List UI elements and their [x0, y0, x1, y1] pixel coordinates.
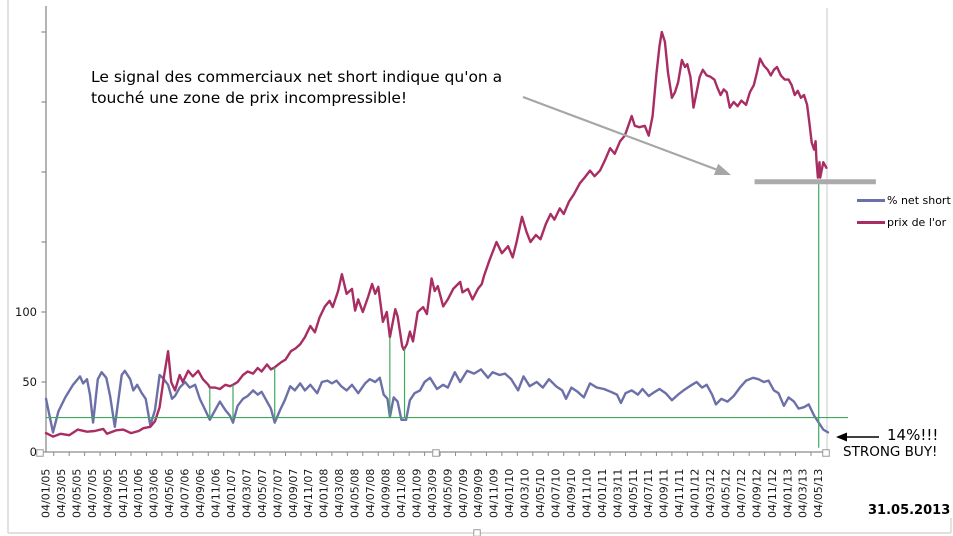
- x-tick-label: 04/05/08: [349, 469, 362, 518]
- x-tick-label: 04/11/06: [209, 469, 222, 518]
- y-tick-label: 0: [30, 445, 37, 459]
- x-tick-label: 04/11/05: [117, 469, 130, 518]
- x-tick-label: 04/03/12: [704, 469, 717, 518]
- x-tick-label: 04/11/09: [488, 469, 501, 518]
- x-tick-label: 04/11/12: [766, 469, 779, 518]
- x-tick-label: 04/03/09: [426, 469, 439, 518]
- x-tick-label: 04/01/13: [781, 469, 794, 518]
- x-tick-label: 04/01/05: [40, 469, 53, 518]
- y-tick-label: 100: [15, 305, 37, 319]
- legend-label-gold: prix de l'or: [887, 215, 947, 229]
- x-tick-label: 04/11/07: [302, 469, 315, 518]
- callout-14pct[interactable]: 14%!!!: [887, 426, 939, 444]
- callout-strong-buy[interactable]: STRONG BUY!: [843, 444, 938, 460]
- x-tick-label: 04/03/10: [519, 469, 532, 518]
- x-tick-label: 04/09/11: [658, 469, 671, 518]
- x-tick-label: 04/07/12: [735, 469, 748, 518]
- x-tick-label: 04/01/12: [689, 469, 702, 518]
- x-tick-label: 04/03/11: [611, 469, 624, 518]
- x-tick-label: 04/01/09: [410, 469, 423, 518]
- series-gold-line[interactable]: [44, 30, 828, 438]
- x-tick-label: 04/05/11: [627, 469, 640, 518]
- x-tick-label: 04/07/05: [86, 469, 99, 518]
- x-tick-label: 04/09/07: [287, 469, 300, 518]
- x-tick-label: 04/07/08: [364, 469, 377, 518]
- buy-arrow-head-icon: [836, 432, 847, 442]
- x-tick-label: 04/05/10: [534, 469, 547, 518]
- x-tick-label: 04/05/12: [719, 469, 732, 518]
- annotation-line1: Le signal des commerciaux net short indi…: [91, 68, 503, 86]
- x-tick-label: 04/01/11: [596, 469, 609, 518]
- x-tick-label: 04/03/08: [333, 469, 346, 518]
- annotation-line2: touché une zone de prix incompressible!: [91, 89, 408, 107]
- date-label: 31.05.2013: [868, 503, 951, 518]
- x-tick-label: 04/09/05: [101, 469, 114, 518]
- x-tick-label: 04/05/13: [812, 469, 825, 518]
- x-tick-label: 04/03/13: [797, 469, 810, 518]
- x-tick-label: 04/11/11: [673, 469, 686, 518]
- annotation-arrow-head-icon: [713, 163, 731, 175]
- legend-swatch-net-short-icon: [857, 198, 885, 202]
- x-tick-label: 04/01/10: [503, 469, 516, 518]
- x-tick-label: 04/09/08: [379, 469, 392, 518]
- x-tick-label: 04/11/10: [580, 469, 593, 518]
- legend: % net short prix de l'or: [857, 194, 951, 238]
- x-tick-label: 04/07/11: [642, 469, 655, 518]
- legend-swatch-gold-icon: [857, 220, 885, 224]
- x-tick-label: 04/09/06: [194, 469, 207, 518]
- selection-handle[interactable]: [822, 449, 830, 457]
- x-tick-label: 04/01/08: [318, 469, 331, 518]
- x-tick-label: 04/09/10: [565, 469, 578, 518]
- x-tick-label: 04/03/06: [148, 469, 161, 518]
- x-tick-label: 04/07/09: [457, 469, 470, 518]
- x-tick-label: 04/05/07: [256, 469, 269, 518]
- selection-handle[interactable]: [36, 449, 44, 457]
- legend-item-gold[interactable]: prix de l'or: [857, 215, 951, 229]
- x-tick-label: 04/09/12: [750, 469, 763, 518]
- x-tick-label: 04/05/06: [163, 469, 176, 518]
- legend-label-net-short: % net short: [887, 193, 951, 207]
- x-tick-label: 04/07/06: [179, 469, 192, 518]
- x-tick-label: 04/01/06: [132, 469, 145, 518]
- annotation-arrow[interactable]: [522, 95, 717, 171]
- x-tick-label: 04/03/05: [55, 469, 68, 518]
- legend-item-net-short[interactable]: % net short: [857, 193, 951, 207]
- x-tick-label: 04/07/10: [549, 469, 562, 518]
- chart-frame-handle[interactable]: [473, 529, 481, 536]
- x-tick-label: 04/07/07: [271, 469, 284, 518]
- y-tick-label: 50: [22, 375, 37, 389]
- x-tick-label: 04/09/09: [472, 469, 485, 518]
- x-tick-label: 04/05/05: [70, 469, 83, 518]
- x-tick-label: 04/05/09: [441, 469, 454, 518]
- x-tick-label: 04/03/07: [240, 469, 253, 518]
- x-tick-label: 04/11/08: [395, 469, 408, 518]
- x-tick-label: 04/01/07: [225, 469, 238, 518]
- annotation-textbox[interactable]: Le signal des commerciaux net short indi…: [91, 67, 551, 109]
- selection-handle[interactable]: [432, 449, 440, 457]
